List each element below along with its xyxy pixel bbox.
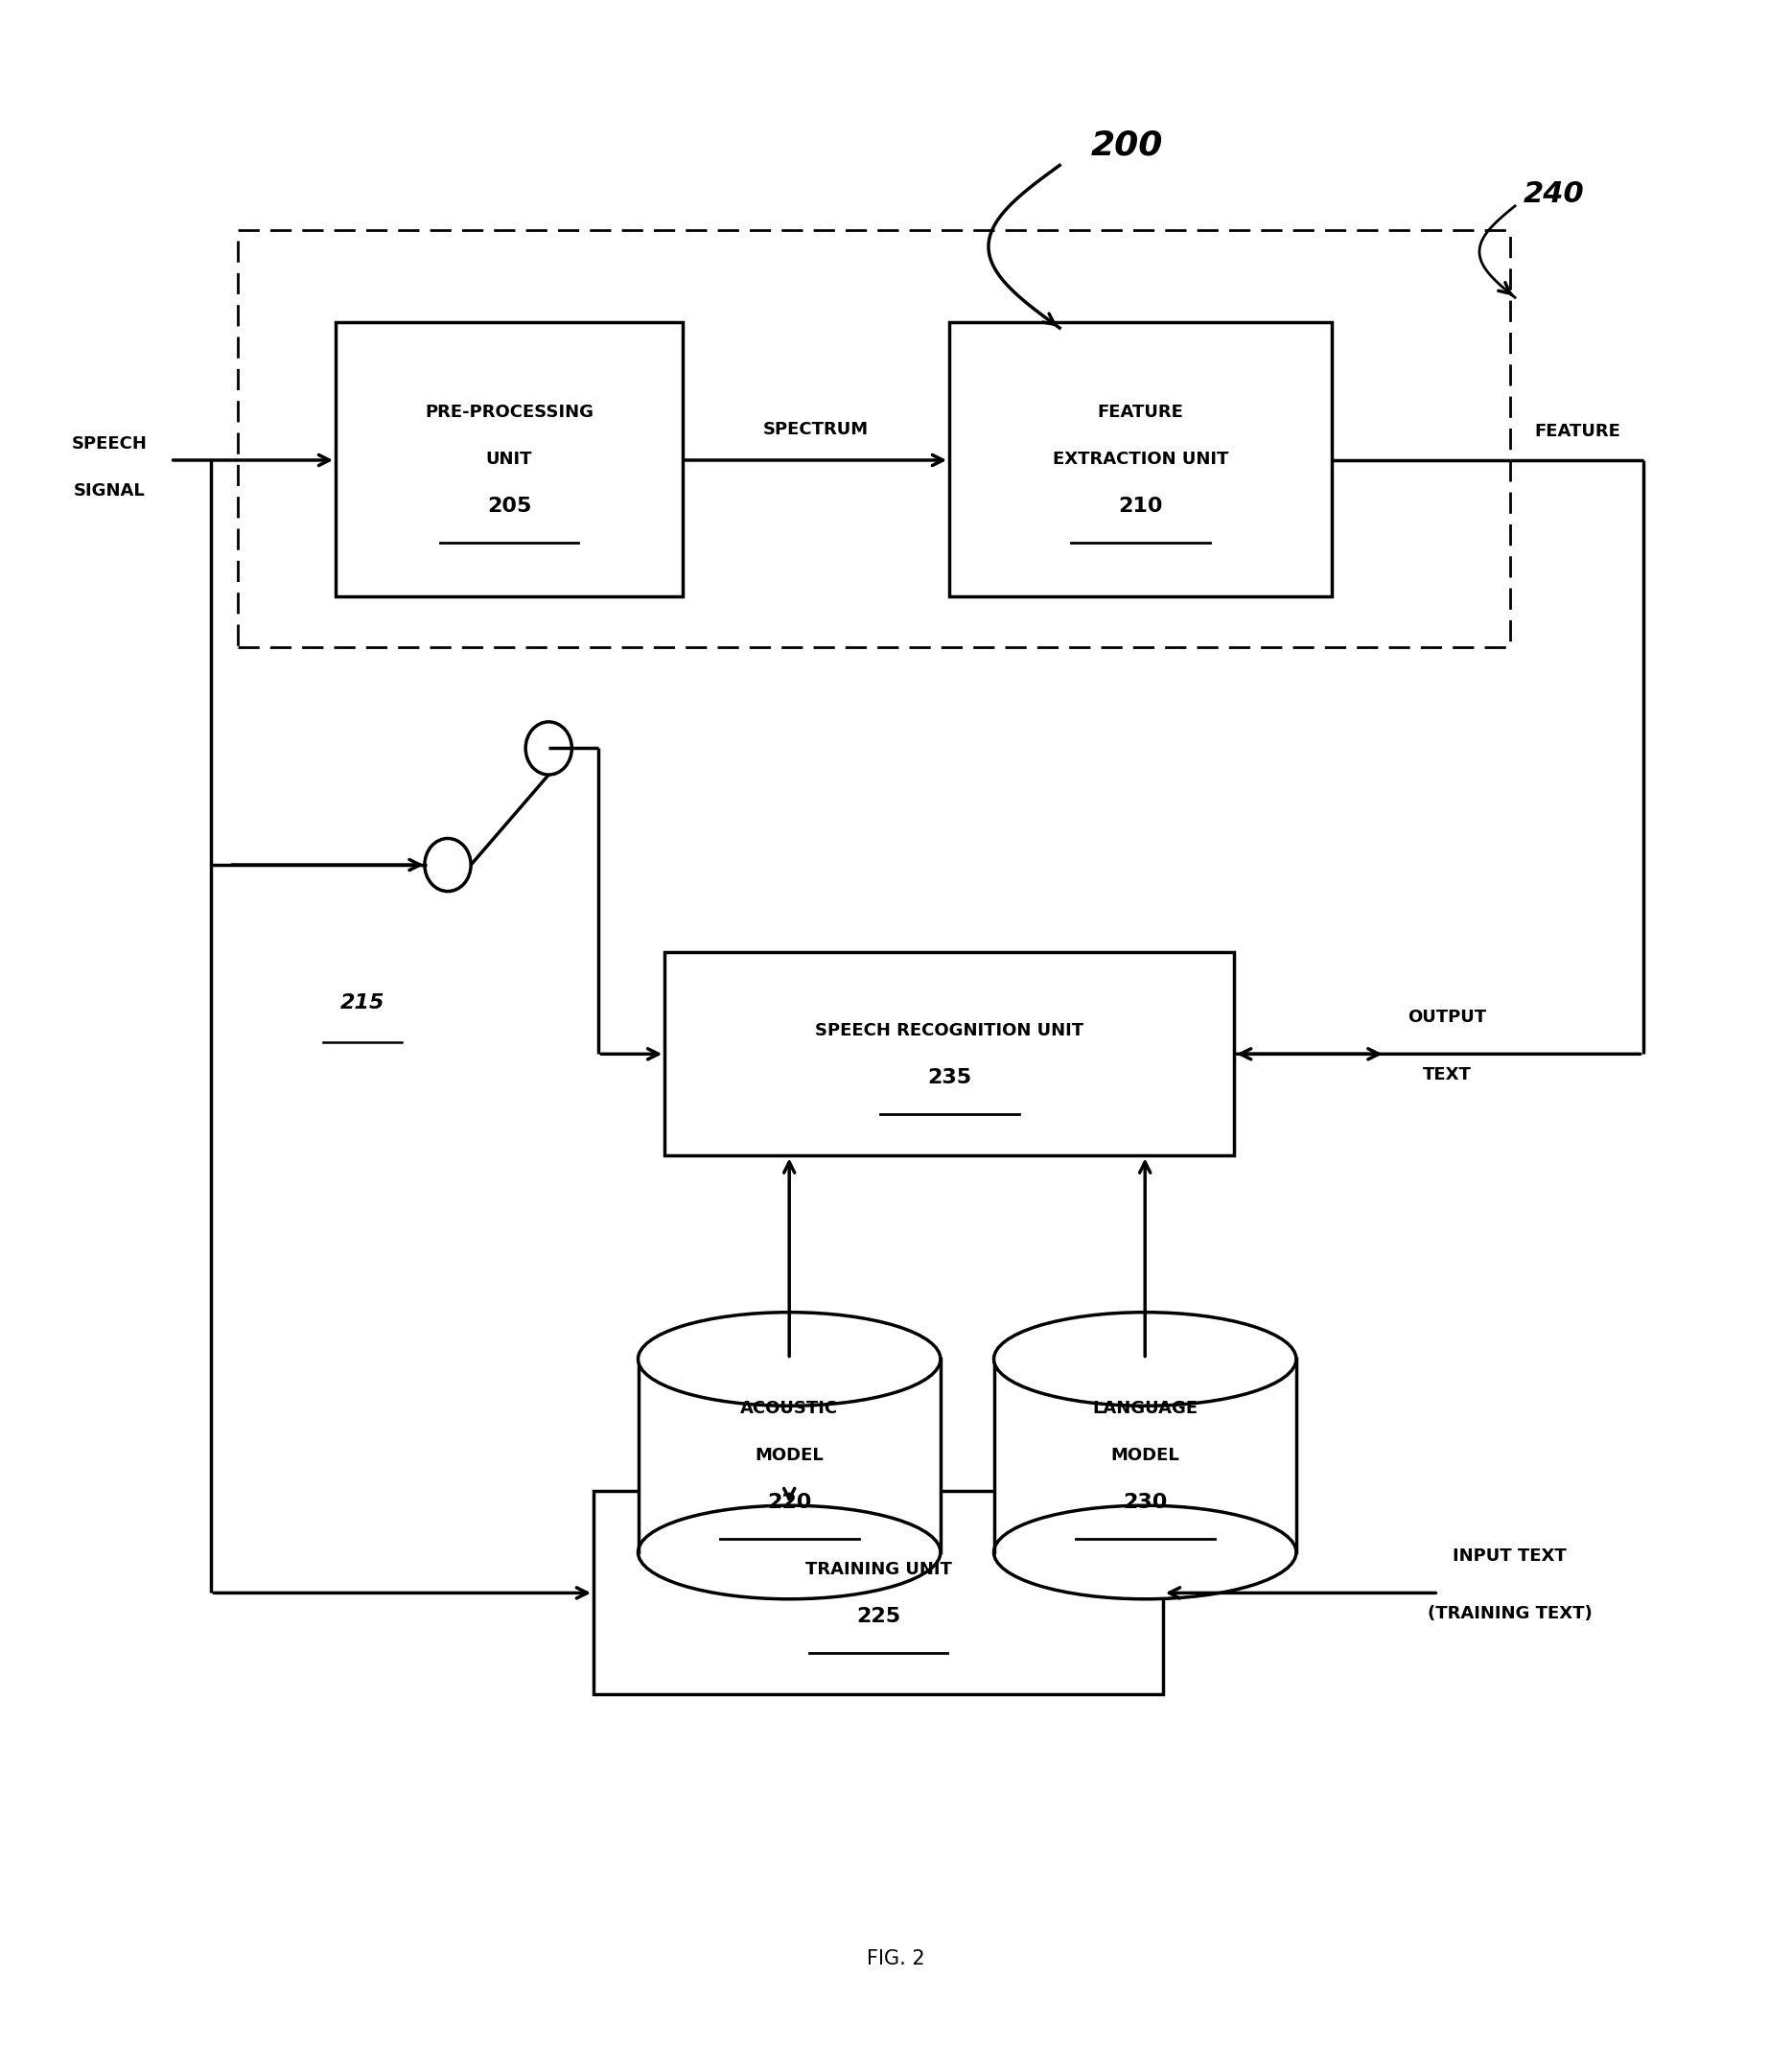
Text: MODEL: MODEL: [1111, 1447, 1179, 1464]
Text: 240: 240: [1523, 180, 1584, 207]
Ellipse shape: [995, 1312, 1296, 1406]
Text: FEATURE: FEATURE: [1534, 424, 1620, 440]
Text: TRAINING UNIT: TRAINING UNIT: [805, 1562, 952, 1578]
Ellipse shape: [638, 1505, 941, 1599]
Text: SIGNAL: SIGNAL: [73, 481, 145, 499]
Text: FEATURE: FEATURE: [1097, 403, 1185, 422]
Text: LANGUAGE: LANGUAGE: [1091, 1400, 1197, 1417]
Bar: [995, 1359, 1296, 1552]
Text: SPECTRUM: SPECTRUM: [763, 422, 869, 438]
Text: INPUT TEXT: INPUT TEXT: [1453, 1548, 1566, 1566]
Text: 230: 230: [1124, 1492, 1167, 1513]
Text: TEXT: TEXT: [1423, 1066, 1471, 1083]
Bar: [238, 231, 1509, 647]
Text: 225: 225: [857, 1607, 900, 1625]
Text: SPEECH RECOGNITION UNIT: SPEECH RECOGNITION UNIT: [815, 1021, 1084, 1040]
Text: ACOUSTIC: ACOUSTIC: [740, 1400, 839, 1417]
Text: SPEECH: SPEECH: [72, 436, 147, 452]
Text: EXTRACTION UNIT: EXTRACTION UNIT: [1052, 450, 1229, 469]
Bar: [593, 1492, 1163, 1695]
Bar: [665, 952, 1235, 1157]
Text: 235: 235: [926, 1069, 971, 1087]
Text: 210: 210: [1118, 495, 1163, 516]
Text: 205: 205: [487, 495, 532, 516]
Text: FIG. 2: FIG. 2: [867, 1949, 925, 1969]
Text: 200: 200: [1091, 129, 1163, 162]
Bar: [950, 321, 1331, 596]
Text: OUTPUT: OUTPUT: [1409, 1009, 1487, 1026]
Text: MODEL: MODEL: [754, 1447, 824, 1464]
Ellipse shape: [638, 1312, 941, 1406]
Text: 220: 220: [767, 1492, 812, 1513]
Text: PRE-PROCESSING: PRE-PROCESSING: [425, 403, 593, 422]
Text: (TRAINING TEXT): (TRAINING TEXT): [1426, 1605, 1591, 1621]
Ellipse shape: [995, 1505, 1296, 1599]
Bar: [335, 321, 683, 596]
Bar: [638, 1359, 941, 1552]
Text: 215: 215: [340, 993, 385, 1013]
Text: UNIT: UNIT: [486, 450, 532, 469]
